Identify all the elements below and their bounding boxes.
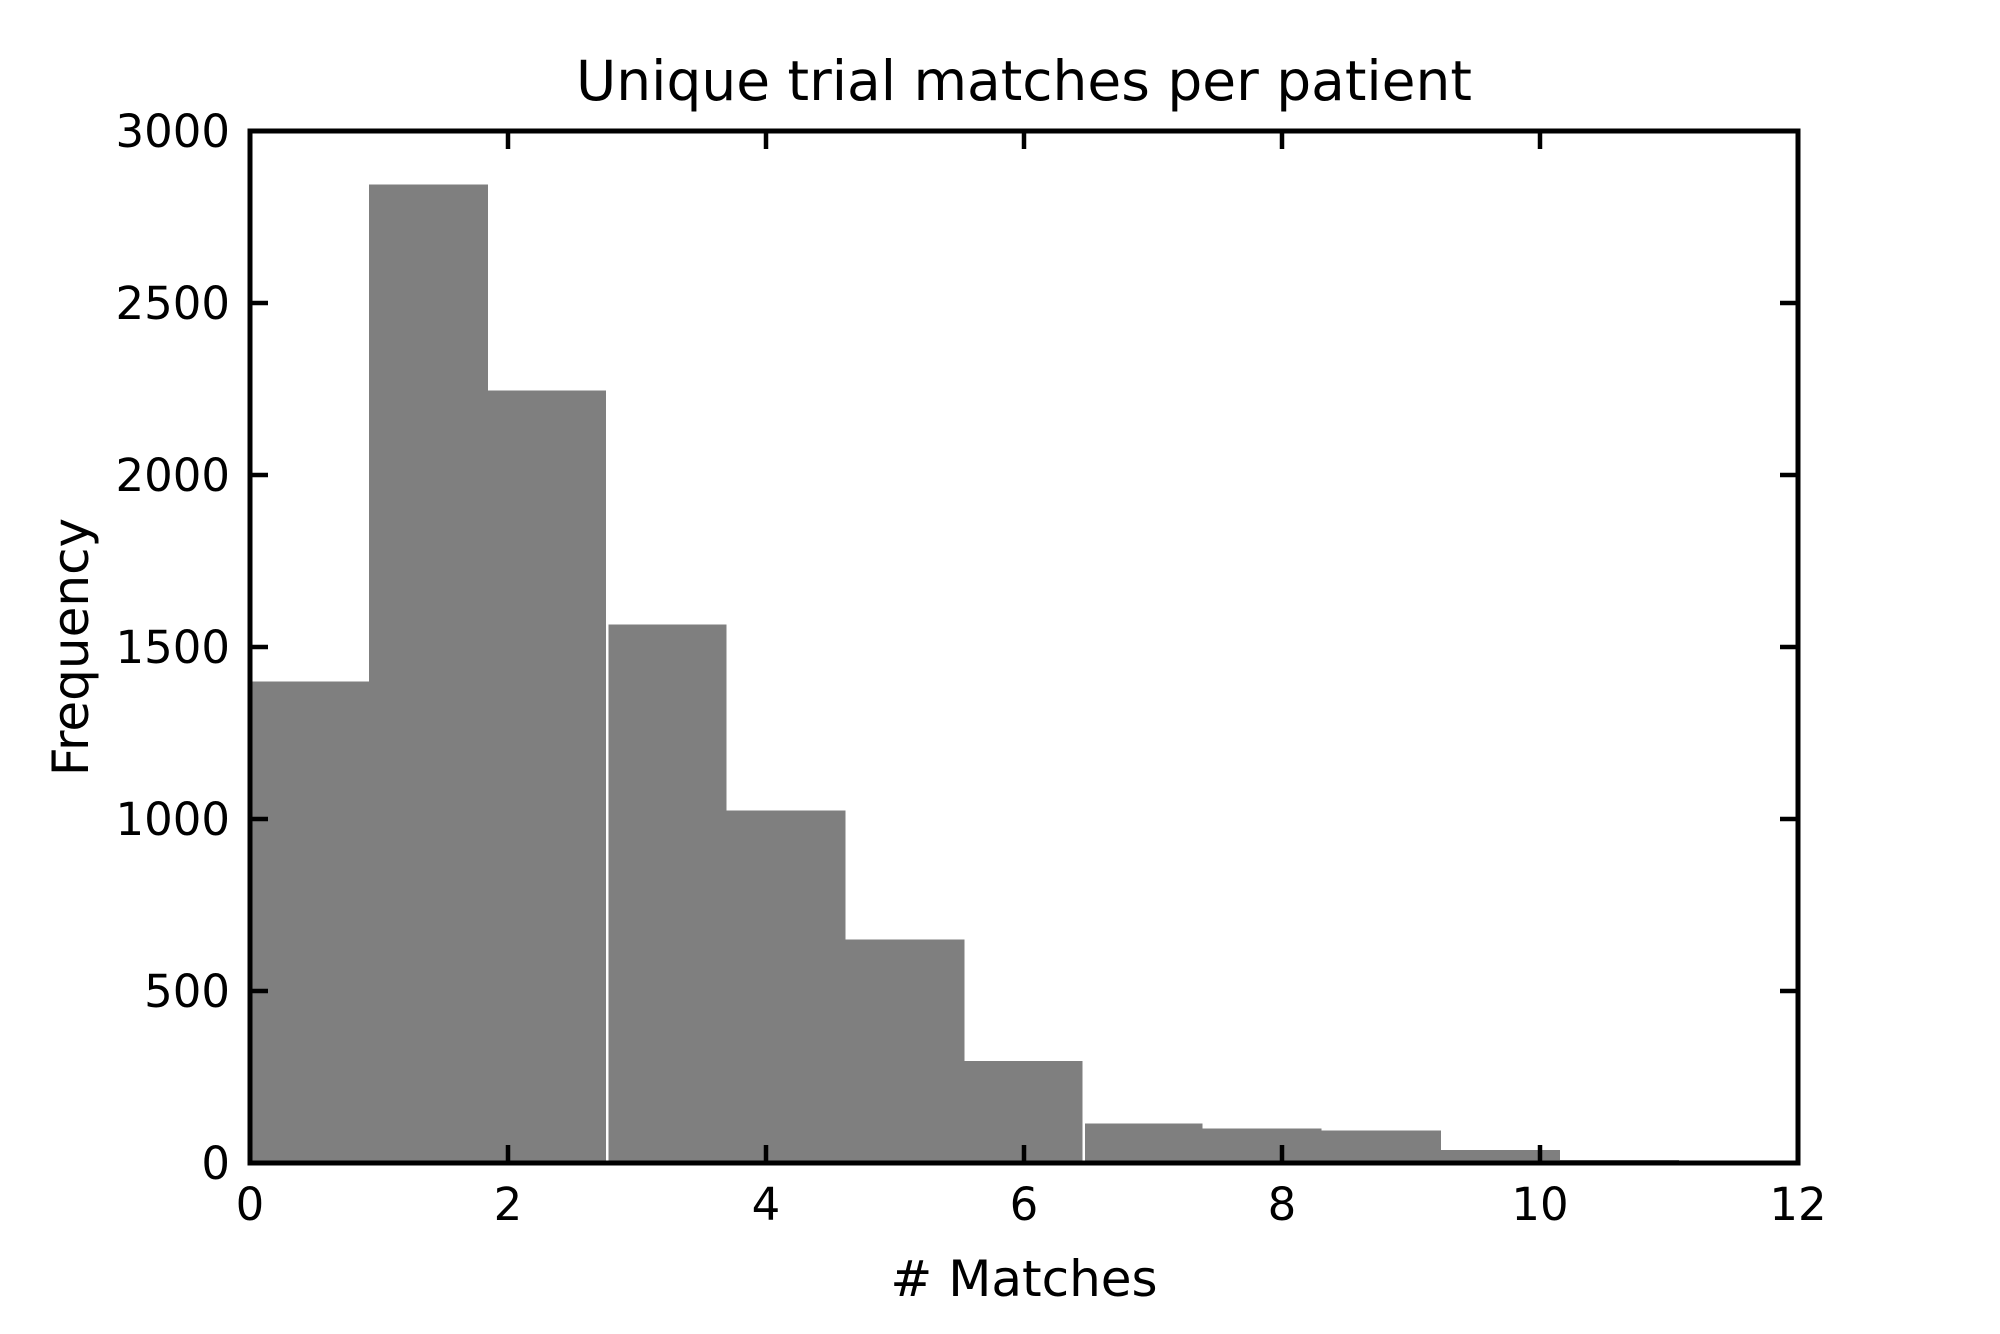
x-tick-label: 10: [1511, 1178, 1568, 1231]
y-tick-label: 1500: [115, 621, 230, 674]
y-tick-label: 1000: [115, 793, 230, 846]
x-tick-label: 6: [1010, 1178, 1039, 1231]
y-tick-label: 500: [144, 965, 230, 1018]
histogram-bar: [369, 184, 489, 1163]
x-tick-label: 8: [1268, 1178, 1297, 1231]
x-tick-label: 12: [1769, 1178, 1826, 1231]
histogram-bar: [607, 624, 727, 1163]
x-tick-label: 2: [494, 1178, 523, 1231]
y-tick-label: 2500: [115, 277, 230, 330]
histogram-bar: [1440, 1149, 1560, 1163]
histogram-bar: [1083, 1123, 1203, 1163]
y-tick-label: 2000: [115, 449, 230, 502]
histogram-bar: [726, 810, 846, 1163]
bin-gap-lines: [605, 390, 1085, 1164]
x-axis-label: # Matches: [890, 1250, 1157, 1308]
tick-labels-group: 0 2 4 6 8 10 12 0 500 1000 1500 2000 2500 3000: [115, 105, 1826, 1231]
x-tick-label: 4: [752, 1178, 781, 1231]
y-tick-label: 3000: [115, 105, 230, 158]
y-axis-label: Frequency: [42, 518, 100, 776]
x-tick-label: 0: [236, 1178, 265, 1231]
bars-group: [250, 184, 1798, 1164]
histogram-bar: [1321, 1130, 1441, 1163]
histogram-bar: [845, 939, 965, 1163]
histogram-bar: [250, 681, 370, 1163]
ticks-group: [247, 128, 1801, 1166]
chart-title: Unique trial matches per patient: [576, 49, 1472, 113]
y-tick-label: 0: [201, 1137, 230, 1190]
bin-gap-line: [605, 390, 609, 1164]
bin-gap-line: [1082, 1060, 1085, 1163]
histogram-bar: [1202, 1128, 1322, 1163]
histogram-bar: [488, 390, 608, 1164]
